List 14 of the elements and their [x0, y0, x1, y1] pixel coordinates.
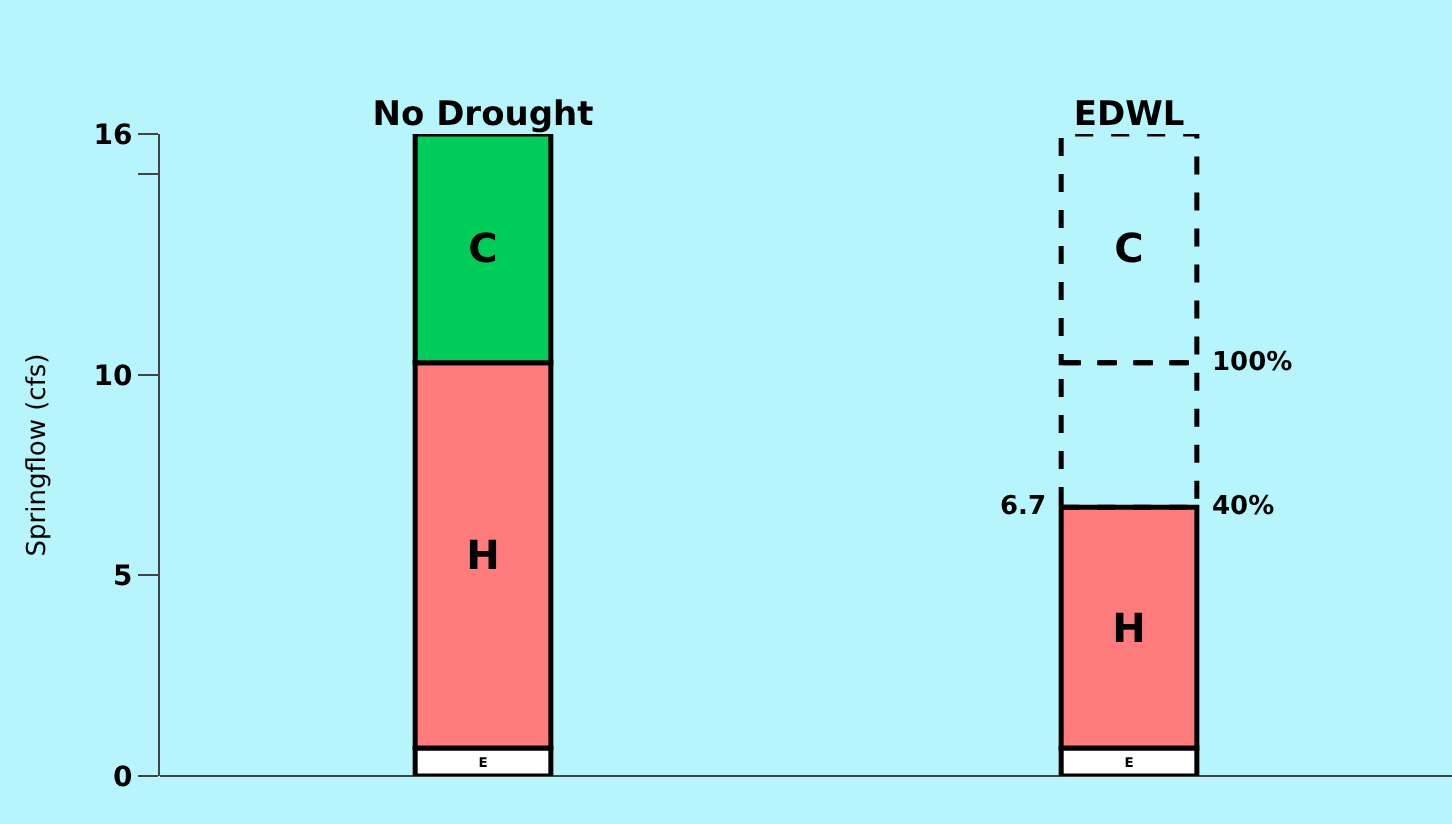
y-tick-label: 16 [93, 119, 133, 152]
text: H [466, 531, 500, 580]
x-tick-label: EDWL [1073, 95, 1185, 136]
series-label: H [1112, 603, 1146, 652]
series-label: C [468, 224, 498, 273]
y-tick-label: 0 [112, 761, 133, 794]
y-tick-label: 10 [93, 360, 133, 393]
x-tick-label: No Drought [372, 95, 594, 136]
annotation: 6.7 [1000, 492, 1047, 522]
annotation: 40% [1212, 492, 1275, 522]
y-axis-title: Springflow (cfs) [23, 353, 54, 557]
series-label: C [1114, 224, 1144, 273]
annotation: 100% [1212, 348, 1293, 378]
y-tick-label: 5 [112, 561, 133, 594]
